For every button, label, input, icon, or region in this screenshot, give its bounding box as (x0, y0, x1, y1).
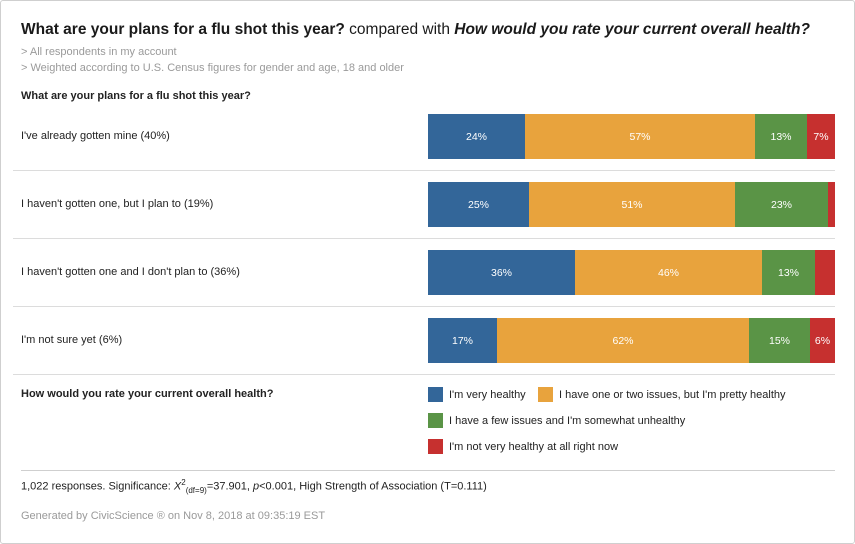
stacked-bar: 36% 46% 13% (428, 250, 835, 295)
chi-superscript: 2 (181, 478, 186, 487)
legend-question-label: How would you rate your current overall … (21, 388, 274, 400)
bar-segment[interactable]: 57% (525, 114, 755, 159)
responses-text: 1,022 responses. Significance: (21, 480, 171, 493)
row-label: I've already gotten mine (40%) (21, 130, 170, 142)
chi-subscript: (df=9) (185, 485, 207, 495)
chart-title: What are your plans for a flu shot this … (21, 21, 810, 39)
legend-item[interactable]: I have a few issues and I'm somewhat unh… (428, 413, 685, 428)
legend-label: I have a few issues and I'm somewhat unh… (449, 414, 686, 427)
legend-swatch (428, 413, 443, 428)
row-question-label: What are your plans for a flu shot this … (21, 90, 251, 102)
note-respondents: > All respondents in my account (21, 46, 177, 58)
stacked-bar: 17% 62% 15% 6% (428, 318, 835, 363)
generated-by-text: Generated by CivicScience ® on Nov 8, 20… (21, 510, 326, 522)
bar-segment[interactable]: 62% (497, 318, 749, 363)
legend-label: I'm very healthy (449, 388, 526, 401)
legend-label: I have one or two issues, but I'm pretty… (559, 388, 786, 401)
significance-text: 1,022 responses. Significance: X2(df=9)=… (21, 478, 487, 495)
legend-item[interactable]: I have one or two issues, but I'm pretty… (538, 387, 786, 402)
bar-segment[interactable]: 7% (807, 114, 835, 159)
title-question-1: What are your plans for a flu shot this … (21, 21, 345, 38)
row-label: I'm not sure yet (6%) (21, 334, 123, 346)
p-value-text: <0.001, High Strength of Association (T=… (259, 480, 487, 493)
row-divider (13, 170, 835, 171)
bar-segment[interactable]: 46% (575, 250, 762, 295)
note-weighting: > Weighted according to U.S. Census figu… (21, 62, 404, 74)
bar-segment[interactable] (828, 182, 835, 227)
bar-segment[interactable]: 51% (529, 182, 735, 227)
row-divider (13, 374, 835, 375)
stacked-bar: 25% 51% 23% (428, 182, 835, 227)
title-connector: compared with (349, 21, 450, 38)
legend-item[interactable]: I'm very healthy (428, 387, 526, 402)
chi-value: =37.901, (206, 480, 250, 493)
legend-swatch (428, 439, 443, 454)
bar-segment[interactable]: 13% (762, 250, 815, 295)
bar-segment[interactable]: 24% (428, 114, 525, 159)
bar-segment[interactable]: 25% (428, 182, 529, 227)
bar-segment[interactable]: 13% (755, 114, 807, 159)
bar-segment[interactable] (815, 250, 835, 295)
row-divider (13, 238, 835, 239)
bar-segment[interactable]: 23% (735, 182, 828, 227)
footer-divider (21, 470, 835, 471)
chi-symbol: X (173, 480, 182, 493)
bar-segment[interactable]: 36% (428, 250, 575, 295)
stacked-bar: 24% 57% 13% 7% (428, 114, 835, 159)
p-symbol: p (253, 480, 260, 493)
row-label: I haven't gotten one, but I plan to (19%… (21, 198, 214, 210)
bar-segment[interactable]: 17% (428, 318, 497, 363)
legend-swatch (538, 387, 553, 402)
row-divider (13, 306, 835, 307)
legend-item[interactable]: I'm not very healthy at all right now (428, 439, 618, 454)
row-label: I haven't gotten one and I don't plan to… (21, 266, 240, 278)
bar-segment[interactable]: 6% (810, 318, 835, 363)
bar-segment[interactable]: 15% (749, 318, 810, 363)
legend-swatch (428, 387, 443, 402)
title-question-2: How would you rate your current overall … (454, 21, 810, 38)
legend-label: I'm not very healthy at all right now (449, 440, 619, 453)
